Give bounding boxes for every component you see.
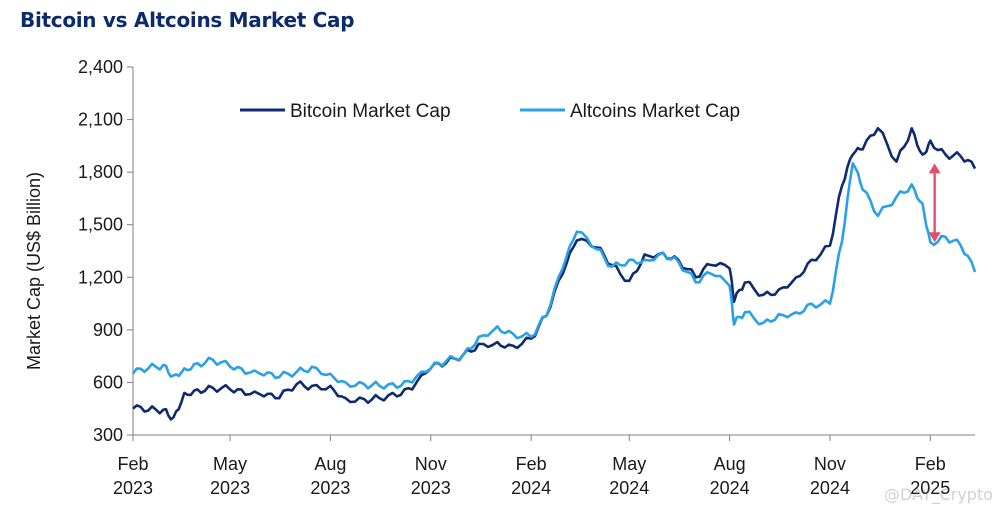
y-axis-ticks: 300 600 900 1,200 1,500 1,800 2,100 2,400 (78, 57, 133, 445)
axes (132, 67, 975, 436)
x-tick-month: Feb (516, 454, 547, 474)
x-tick-year: 2024 (609, 478, 649, 498)
y-axis-label: Market Cap (US$ Billion) (24, 172, 44, 370)
x-axis-ticks: Feb 2023 May 2023 Aug 2023 Nov 2023 Feb 2024 May 20… (113, 435, 950, 498)
x-tick-year: 2024 (710, 478, 750, 498)
x-tick-year: 2023 (310, 478, 350, 498)
y-tick-label: 2,400 (78, 57, 123, 77)
x-tick-year: 2025 (910, 478, 950, 498)
y-tick-label: 2,100 (78, 110, 123, 130)
x-tick-month: Feb (915, 454, 946, 474)
annotations (928, 163, 941, 243)
legend: Bitcoin Market Cap Altcoins Market Cap (240, 101, 740, 122)
y-tick-label: 300 (93, 425, 123, 445)
x-tick-year: 2023 (411, 478, 451, 498)
x-tick-month: Nov (814, 454, 846, 474)
chart-title: Bitcoin vs Altcoins Market Cap (20, 8, 355, 32)
y-tick-label: 600 (93, 372, 123, 392)
x-tick-year: 2023 (210, 478, 250, 498)
y-tick-label: 1,800 (78, 162, 123, 182)
x-tick-month: May (612, 454, 646, 474)
y-tick-label: 1,200 (78, 267, 123, 287)
x-tick-month: May (213, 454, 247, 474)
legend-label-bitcoin: Bitcoin Market Cap (290, 101, 451, 122)
x-tick-year: 2023 (113, 478, 153, 498)
x-tick-month: Aug (714, 454, 746, 474)
x-tick-month: Aug (314, 454, 346, 474)
x-tick-month: Feb (117, 454, 148, 474)
watermark: @DAY_Crypto (884, 485, 993, 504)
y-tick-label: 1,500 (78, 215, 123, 235)
gap-arrow-head-top (928, 163, 941, 174)
x-tick-month: Nov (415, 454, 447, 474)
y-tick-label: 900 (93, 320, 123, 340)
legend-label-altcoins: Altcoins Market Cap (570, 101, 740, 122)
x-tick-year: 2024 (511, 478, 551, 498)
gap-arrow-head-bottom (928, 232, 941, 243)
x-tick-year: 2024 (810, 478, 850, 498)
series-line-altcoins (131, 162, 977, 390)
series-lines (131, 127, 977, 421)
series-line-bitcoin (132, 127, 977, 421)
